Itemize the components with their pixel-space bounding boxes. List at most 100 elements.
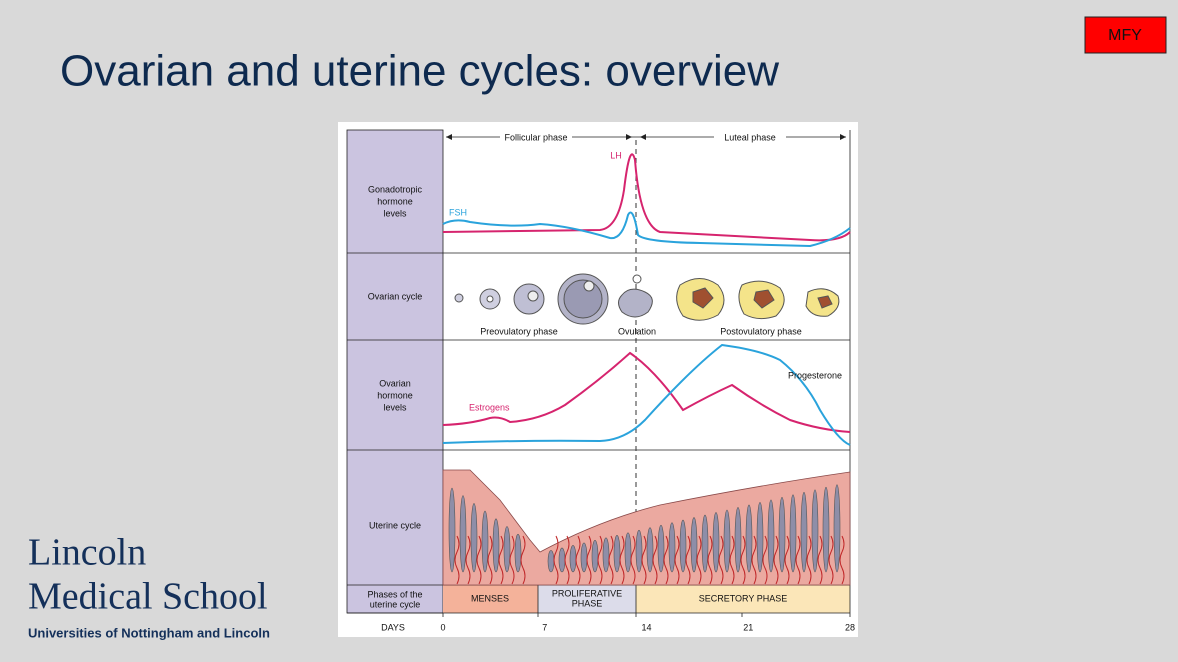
progesterone-curve — [442, 343, 851, 446]
estrogen-label: Estrogens — [469, 402, 510, 412]
artery — [652, 535, 658, 585]
artery — [817, 535, 823, 585]
logo-subtitle: Universities of Nottingham and Lincoln — [28, 625, 270, 640]
secretory-band — [636, 585, 850, 613]
phase-top-label: Luteal phase — [724, 132, 776, 142]
follicles — [454, 273, 840, 325]
gland — [789, 494, 797, 573]
artery — [729, 535, 735, 585]
gland — [635, 529, 643, 573]
gland — [580, 542, 588, 573]
slide-title: Ovarian and uterine cycles: overview — [60, 47, 779, 96]
uterine-phase-label: PROLIFERATIVE — [552, 588, 622, 598]
gland — [602, 537, 610, 573]
gland — [558, 547, 566, 573]
artery — [674, 535, 680, 585]
artery — [806, 535, 812, 585]
row-label: Ovarian cycle — [368, 291, 423, 301]
artery — [630, 535, 636, 585]
artery — [641, 535, 647, 585]
day-label: 14 — [641, 622, 651, 632]
artery — [740, 535, 746, 585]
gland — [734, 507, 742, 573]
row-label: hormone — [377, 390, 413, 400]
artery — [498, 535, 504, 585]
gland — [800, 491, 808, 573]
logo-line: Lincoln — [28, 532, 146, 574]
artery — [509, 535, 515, 585]
artery — [476, 535, 482, 585]
gland — [756, 502, 764, 573]
artery — [520, 535, 526, 585]
gland — [492, 518, 500, 573]
gland — [712, 512, 720, 573]
artery — [707, 535, 713, 585]
artery — [718, 535, 724, 585]
artery — [795, 535, 801, 585]
gland — [690, 517, 698, 573]
uterine-phase-label: MENSES — [471, 593, 509, 603]
artery — [454, 535, 460, 585]
gland — [547, 550, 555, 573]
estrogen-curve — [442, 351, 851, 433]
figure — [338, 122, 858, 637]
menses-band — [443, 585, 538, 613]
row-label: hormone — [377, 196, 413, 206]
uterine-phase-label: PHASE — [572, 598, 603, 608]
day-label: 7 — [542, 622, 547, 632]
gland — [591, 540, 599, 573]
gland — [745, 504, 753, 573]
artery — [685, 535, 691, 585]
days-label: DAYS — [381, 622, 405, 632]
gland — [459, 495, 467, 573]
row-label: levels — [383, 402, 407, 412]
gland — [503, 526, 511, 573]
gland — [679, 519, 687, 573]
artery — [465, 535, 471, 585]
gland — [778, 497, 786, 573]
row-label: levels — [383, 208, 407, 218]
gland — [481, 510, 489, 573]
row-label: Ovarian — [379, 378, 411, 388]
gland — [470, 503, 478, 573]
artery — [575, 535, 581, 585]
gland — [657, 524, 665, 573]
gland — [514, 533, 522, 573]
badge-text: MFY — [1108, 27, 1142, 44]
day-label: 0 — [440, 622, 445, 632]
ovarian-label: Preovulatory phase — [480, 326, 558, 336]
artery — [553, 535, 559, 585]
fsh-curve — [442, 211, 851, 248]
gland — [624, 532, 632, 573]
gland — [833, 484, 841, 573]
ovarian-label: Ovulation — [618, 326, 656, 336]
label-bg — [714, 131, 786, 143]
gland — [668, 522, 676, 573]
logo-line: Medical School — [28, 576, 268, 618]
gland — [767, 499, 775, 573]
gland — [822, 486, 830, 573]
row-label: Uterine cycle — [369, 520, 421, 530]
gland — [448, 487, 456, 573]
day-label: 21 — [743, 622, 753, 632]
artery — [762, 535, 768, 585]
artery — [564, 535, 570, 585]
label-column — [346, 129, 444, 614]
badge — [1084, 16, 1167, 54]
lh-label: LH — [610, 150, 622, 160]
figure-texts: Follicular phase Luteal phase Gonadotropic… — [367, 131, 855, 632]
uterine-phase-label: SECRETORY PHASE — [699, 593, 788, 603]
artery — [751, 535, 757, 585]
artery — [784, 535, 790, 585]
row-label: uterine cycle — [370, 599, 421, 609]
arrowheads — [446, 134, 846, 140]
day-label: 28 — [845, 622, 855, 632]
artery — [828, 535, 834, 585]
gland — [613, 534, 621, 573]
progesterone-label: Progesterone — [788, 370, 842, 380]
artery — [696, 535, 702, 585]
phase-top-label: Follicular phase — [504, 132, 567, 142]
artery — [619, 535, 625, 585]
label-bg — [500, 131, 572, 143]
